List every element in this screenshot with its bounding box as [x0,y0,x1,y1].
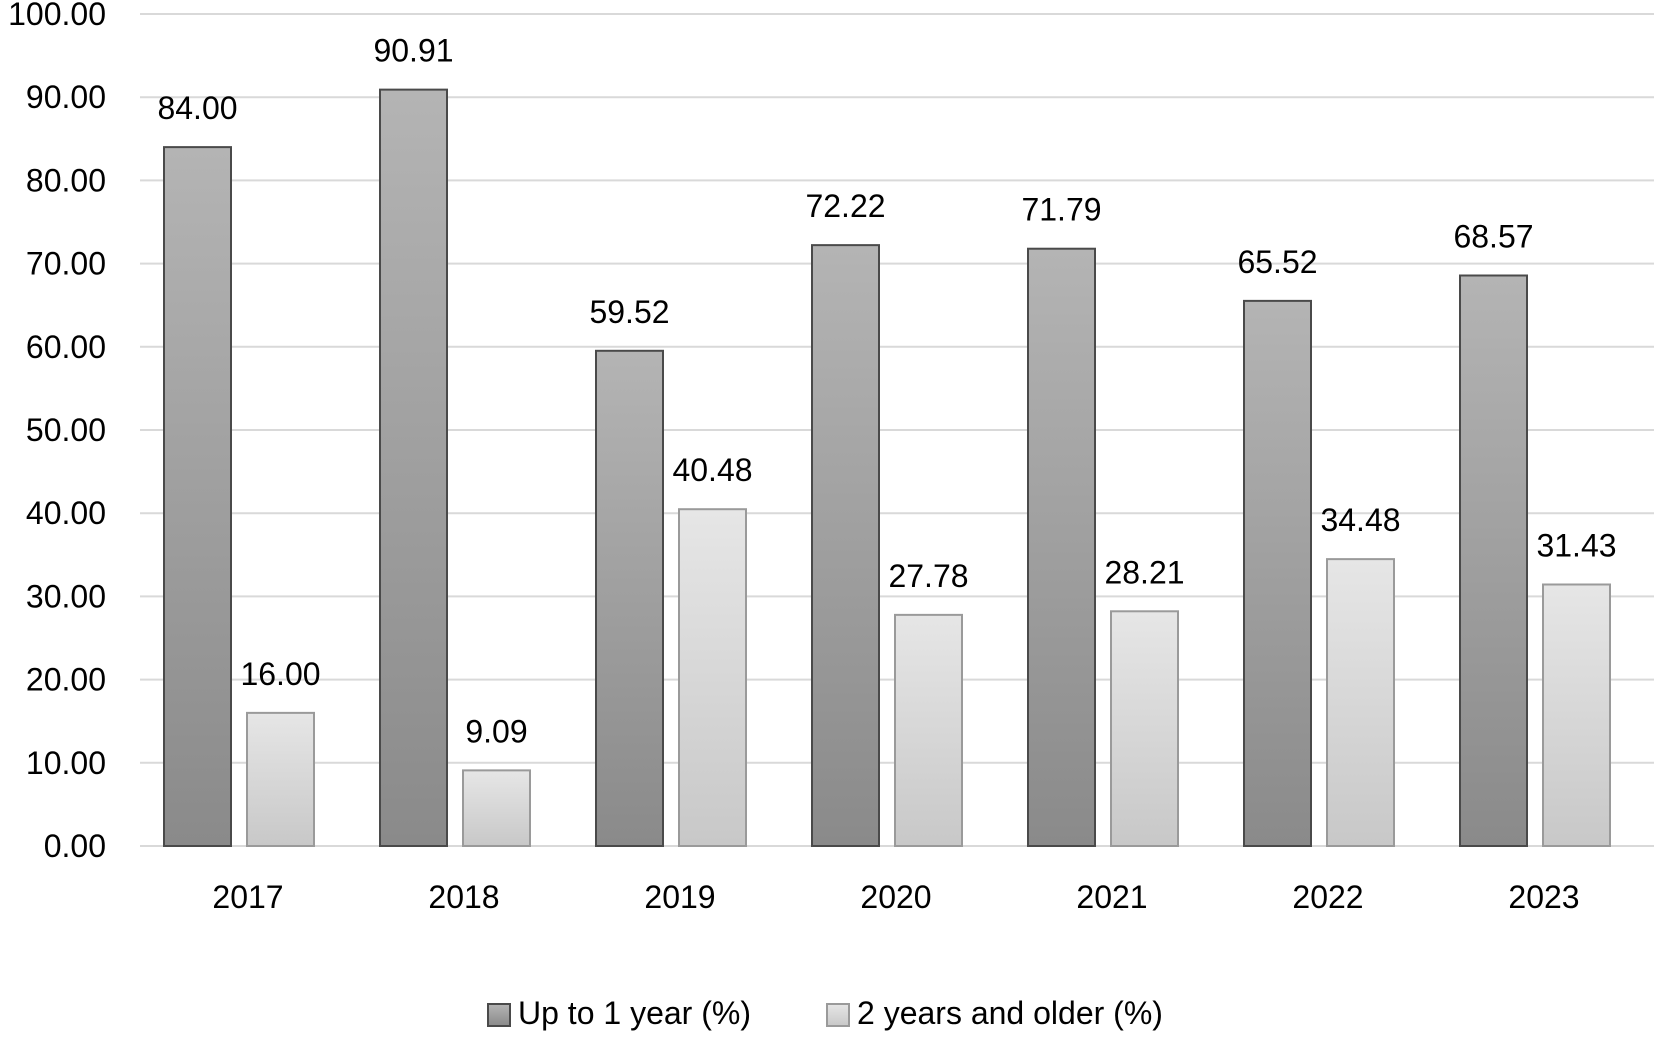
legend-label: Up to 1 year (%) [518,995,751,1031]
legend: Up to 1 year (%) 2 years and older (%) [487,995,1163,1031]
data-labels: 84.00 90.91 59.52 72.22 71.79 65.52 68.57 16.00… [157,33,1616,750]
bar-series-0-2018 [379,88,448,848]
data-label: 84.00 [157,90,237,126]
y-tick-label: 80.00 [26,162,106,198]
bar-series-0-2020 [811,244,880,848]
bar-series-0-2022 [1243,299,1312,847]
bar-series-1-2023 [1542,583,1611,847]
x-category-label: 2019 [644,879,715,915]
legend-label: 2 years and older (%) [857,995,1163,1031]
legend-swatch [487,1003,511,1027]
data-label: 28.21 [1104,554,1184,590]
data-label: 40.48 [672,452,752,488]
x-axis-category-labels: 2017 2018 2019 2020 2021 2022 2023 [212,879,1579,915]
bar-series-1-2017 [246,711,315,847]
y-tick-label: 40.00 [26,495,106,531]
x-category-label: 2023 [1508,879,1579,915]
y-tick-label: 90.00 [26,79,106,115]
x-category-label: 2022 [1292,879,1363,915]
x-category-label: 2020 [860,879,931,915]
data-label: 90.91 [373,33,453,69]
bar-series-0-2019 [595,349,664,847]
data-label: 71.79 [1021,192,1101,228]
data-label: 9.09 [465,713,527,749]
data-label: 72.22 [805,188,885,224]
y-tick-label: 100.00 [8,0,106,32]
y-tick-label: 50.00 [26,412,106,448]
x-category-label: 2021 [1076,879,1147,915]
bar-series-1-2022 [1326,558,1395,847]
y-tick-label: 60.00 [26,329,106,365]
data-label: 59.52 [589,294,669,330]
data-label: 68.57 [1453,218,1533,254]
y-tick-label: 20.00 [26,662,106,698]
bar-series-1-2020 [894,613,963,848]
bar-series-1-2018 [462,769,531,848]
data-label: 34.48 [1320,502,1400,538]
y-tick-label: 70.00 [26,246,106,282]
data-label: 27.78 [888,558,968,594]
y-axis-tick-labels: 0.00 10.00 20.00 30.00 40.00 50.00 60.00 70.00 8… [8,0,106,864]
bar-series-0-2023 [1459,274,1528,847]
bar-series-1-2021 [1110,610,1179,847]
x-category-label: 2017 [212,879,283,915]
y-tick-label: 30.00 [26,578,106,614]
data-label: 16.00 [240,656,320,692]
bars [163,88,1611,848]
bar-series-0-2017 [163,146,232,847]
data-label: 31.43 [1536,528,1616,564]
bar-series-1-2019 [678,508,747,847]
x-category-label: 2018 [428,879,499,915]
y-tick-label: 10.00 [26,745,106,781]
data-label: 65.52 [1237,244,1317,280]
bar-series-0-2021 [1027,247,1096,847]
legend-swatch [826,1003,850,1027]
y-tick-label: 0.00 [44,828,106,864]
